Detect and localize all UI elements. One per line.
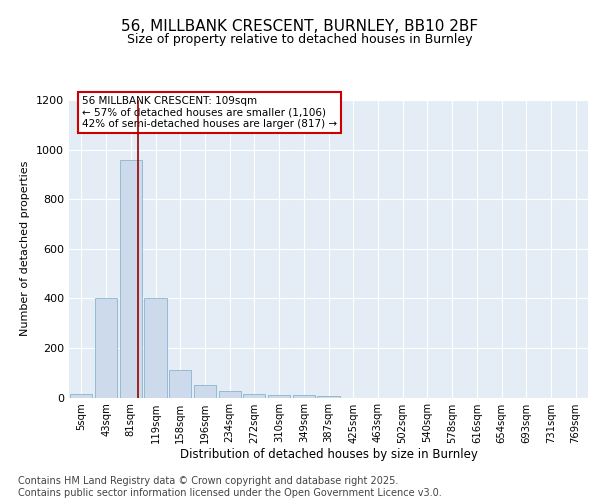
Bar xyxy=(268,395,290,398)
Bar xyxy=(70,394,92,398)
Bar xyxy=(218,392,241,398)
Text: 56, MILLBANK CRESCENT, BURNLEY, BB10 2BF: 56, MILLBANK CRESCENT, BURNLEY, BB10 2BF xyxy=(121,19,479,34)
Text: 56 MILLBANK CRESCENT: 109sqm
← 57% of detached houses are smaller (1,106)
42% of: 56 MILLBANK CRESCENT: 109sqm ← 57% of de… xyxy=(82,96,337,130)
Bar xyxy=(145,298,167,398)
X-axis label: Distribution of detached houses by size in Burnley: Distribution of detached houses by size … xyxy=(179,448,478,462)
Text: Contains HM Land Registry data © Crown copyright and database right 2025.
Contai: Contains HM Land Registry data © Crown c… xyxy=(18,476,442,498)
Bar xyxy=(317,396,340,398)
Bar xyxy=(293,395,315,398)
Y-axis label: Number of detached properties: Number of detached properties xyxy=(20,161,31,336)
Bar xyxy=(119,160,142,398)
Bar xyxy=(169,370,191,398)
Bar xyxy=(243,394,265,398)
Bar xyxy=(194,385,216,398)
Bar xyxy=(95,298,117,398)
Text: Size of property relative to detached houses in Burnley: Size of property relative to detached ho… xyxy=(127,34,473,46)
